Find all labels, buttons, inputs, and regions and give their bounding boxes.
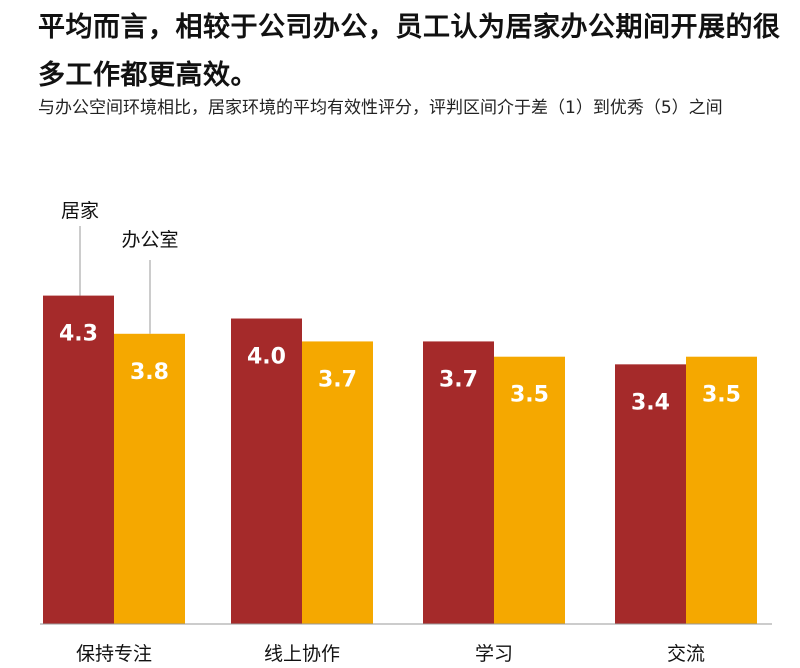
bar-office-2 — [302, 341, 373, 624]
bar-home-1 — [43, 295, 114, 624]
chart-subtitle: 与办公空间环境相比，居家环境的平均有效性评分，评判区间介于差（1）到优秀（5）之… — [38, 98, 723, 118]
legend-label-home: 居家 — [61, 200, 99, 222]
bar-office-1 — [114, 333, 185, 624]
bar-home-4 — [615, 364, 686, 624]
category-labels: 保持专注 线上协作 学习 交流 — [76, 643, 705, 665]
bar-home-3 — [423, 341, 494, 624]
bar-value-label: 3.7 — [318, 367, 357, 392]
category-label: 学习 — [475, 643, 513, 665]
category-label: 线上协作 — [264, 643, 340, 665]
bar-value-label: 4.3 — [59, 322, 98, 347]
bar-value-label: 3.7 — [439, 367, 478, 392]
chart-title: 平均而言，相较于公司办公，员工认为居家办公期间开展的很多工作都更高效。 — [38, 12, 781, 91]
bar-office-3 — [494, 356, 565, 624]
bar-value-label: 3.5 — [702, 383, 741, 408]
category-label: 交流 — [667, 643, 705, 665]
bar-home-2 — [231, 318, 302, 624]
bar-value-label: 3.5 — [510, 383, 549, 408]
bar-value-label: 3.4 — [631, 390, 670, 415]
legend-label-office: 办公室 — [121, 229, 178, 251]
bars: 4.3 3.8 4.0 3.7 3.7 3.5 3.4 3.5 — [43, 295, 757, 624]
bar-value-label: 3.8 — [130, 360, 169, 385]
category-label: 保持专注 — [76, 643, 152, 665]
bar-office-4 — [686, 356, 757, 624]
bar-value-label: 4.0 — [247, 345, 286, 370]
